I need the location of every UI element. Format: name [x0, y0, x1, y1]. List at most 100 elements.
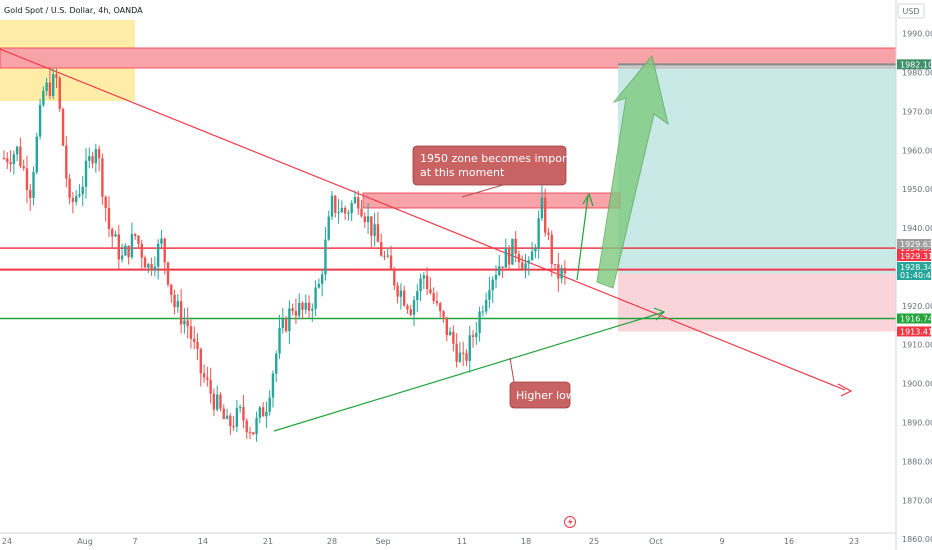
- candle-body: [288, 308, 291, 332]
- candle-body: [84, 160, 88, 187]
- currency-button[interactable]: [897, 3, 925, 19]
- price-tag-bg: [897, 59, 931, 70]
- candle-body: [68, 178, 71, 198]
- candle-body: [88, 156, 91, 161]
- candle-body: [353, 197, 357, 204]
- callout-zone-text: 1950 zone becomes important at this momen…: [420, 152, 590, 179]
- candle-body: [491, 279, 494, 291]
- candle-body: [219, 394, 222, 409]
- candle-body: [199, 348, 202, 374]
- currency-label: USD: [902, 7, 919, 16]
- candle-body: [439, 303, 442, 312]
- candle-body: [117, 234, 120, 260]
- candle-body: [291, 308, 294, 312]
- y-tick-label: 1890.000: [902, 419, 932, 428]
- price-tag-label: 1929.317: [900, 252, 932, 261]
- candle-body: [52, 74, 55, 96]
- price-tag-bg: [897, 313, 931, 324]
- candle-body: [504, 247, 508, 268]
- candle-body: [534, 248, 537, 252]
- price-tag-bg: [897, 239, 931, 249]
- candle-body: [435, 301, 439, 304]
- candle-body: [225, 415, 229, 419]
- price-tag-label: 1982.102: [900, 60, 932, 69]
- candle-body: [32, 172, 35, 199]
- candle-body: [15, 146, 19, 155]
- candle-body: [130, 233, 134, 258]
- candle-body: [147, 264, 150, 268]
- candle-body: [193, 338, 196, 342]
- candle-body: [455, 343, 458, 362]
- candle-body: [196, 341, 199, 349]
- callout-zone-pointer: [461, 183, 507, 198]
- candle-body: [320, 274, 324, 284]
- candle-body: [166, 262, 170, 285]
- candle-body: [235, 408, 239, 427]
- candle-body: [360, 208, 363, 217]
- candle-body: [206, 377, 209, 380]
- x-tick-label: 23: [849, 537, 859, 546]
- candle-body: [465, 353, 468, 361]
- candle-body: [475, 332, 478, 338]
- candle-body: [396, 285, 399, 297]
- price-tag-countdown: 01:40:47: [900, 271, 932, 280]
- candle-body: [471, 335, 475, 338]
- candle-body: [429, 289, 432, 294]
- candle-body: [153, 266, 157, 271]
- candle-body: [97, 149, 101, 159]
- candle-body: [540, 197, 544, 219]
- candle-body: [55, 74, 58, 78]
- candle-body: [114, 234, 117, 237]
- y-tick-label: 1910.000: [902, 341, 932, 350]
- candle-body: [347, 213, 350, 215]
- x-tick-label: 21: [263, 537, 273, 546]
- candle-body: [25, 168, 29, 190]
- candle-body: [45, 82, 48, 91]
- candle-body: [12, 154, 16, 165]
- candle-body: [357, 197, 360, 209]
- candle-body: [337, 212, 340, 214]
- price-tag-label: 1913.415: [900, 327, 932, 336]
- candle-body: [481, 311, 485, 313]
- downtrend-line: [0, 48, 846, 391]
- candle-body: [2, 158, 6, 160]
- candle-body: [527, 260, 530, 264]
- candle-body: [9, 162, 12, 165]
- candle-body: [330, 195, 334, 217]
- candle-body: [81, 186, 84, 195]
- candle-body: [425, 275, 429, 290]
- candle-body: [550, 234, 553, 265]
- candle-body: [229, 415, 232, 427]
- stop-zone: [618, 273, 896, 332]
- candle-body: [258, 407, 262, 418]
- candle-body: [6, 158, 9, 163]
- candle-body: [101, 158, 104, 197]
- callout-low-box: [509, 381, 571, 409]
- candle-body: [261, 407, 265, 417]
- candle-body: [294, 311, 298, 316]
- candle-body: [340, 207, 344, 213]
- candle-body: [275, 353, 278, 374]
- candle-body: [248, 432, 252, 434]
- candle-body: [317, 283, 321, 288]
- lightning-icon[interactable]: [564, 516, 576, 528]
- candle-body: [48, 82, 52, 96]
- candle-body: [563, 267, 567, 274]
- zone-1950-box: [362, 192, 621, 209]
- candle-body: [524, 263, 527, 269]
- candle-body: [494, 274, 498, 280]
- candle-body: [238, 407, 242, 409]
- price-tag-label: 1929.639: [900, 240, 932, 249]
- candle-body: [242, 407, 245, 421]
- candle-body: [163, 238, 166, 263]
- candle-body: [71, 197, 75, 202]
- price-tag-bg: [897, 251, 931, 261]
- target-zone: [618, 64, 896, 274]
- y-tick-label: 1870.000: [902, 496, 932, 505]
- candle-body: [35, 136, 38, 173]
- callout-zone-line: at this moment: [420, 166, 505, 179]
- candle-body: [402, 290, 406, 306]
- candle-body: [107, 208, 111, 230]
- candle-body: [399, 290, 403, 297]
- candle-body: [458, 352, 462, 362]
